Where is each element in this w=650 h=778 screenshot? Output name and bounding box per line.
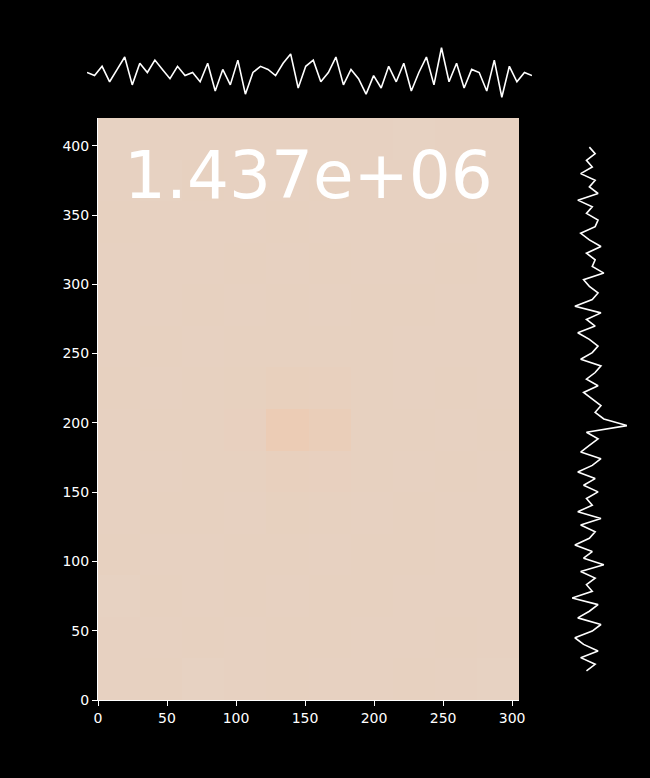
svg-text:50: 50 <box>158 710 176 726</box>
svg-text:100: 100 <box>223 710 250 726</box>
svg-text:200: 200 <box>361 710 388 726</box>
svg-text:150: 150 <box>62 484 89 500</box>
svg-text:200: 200 <box>62 415 89 431</box>
svg-text:400: 400 <box>62 138 89 154</box>
svg-text:1.437e+06: 1.437e+06 <box>124 137 493 214</box>
svg-text:300: 300 <box>62 276 89 292</box>
svg-text:100: 100 <box>62 553 89 569</box>
svg-text:250: 250 <box>430 710 457 726</box>
svg-text:350: 350 <box>62 207 89 223</box>
svg-text:0: 0 <box>80 692 89 708</box>
svg-text:50: 50 <box>71 623 89 639</box>
svg-text:150: 150 <box>292 710 319 726</box>
svg-text:250: 250 <box>62 345 89 361</box>
svg-text:300: 300 <box>499 710 526 726</box>
svg-text:0: 0 <box>94 710 103 726</box>
